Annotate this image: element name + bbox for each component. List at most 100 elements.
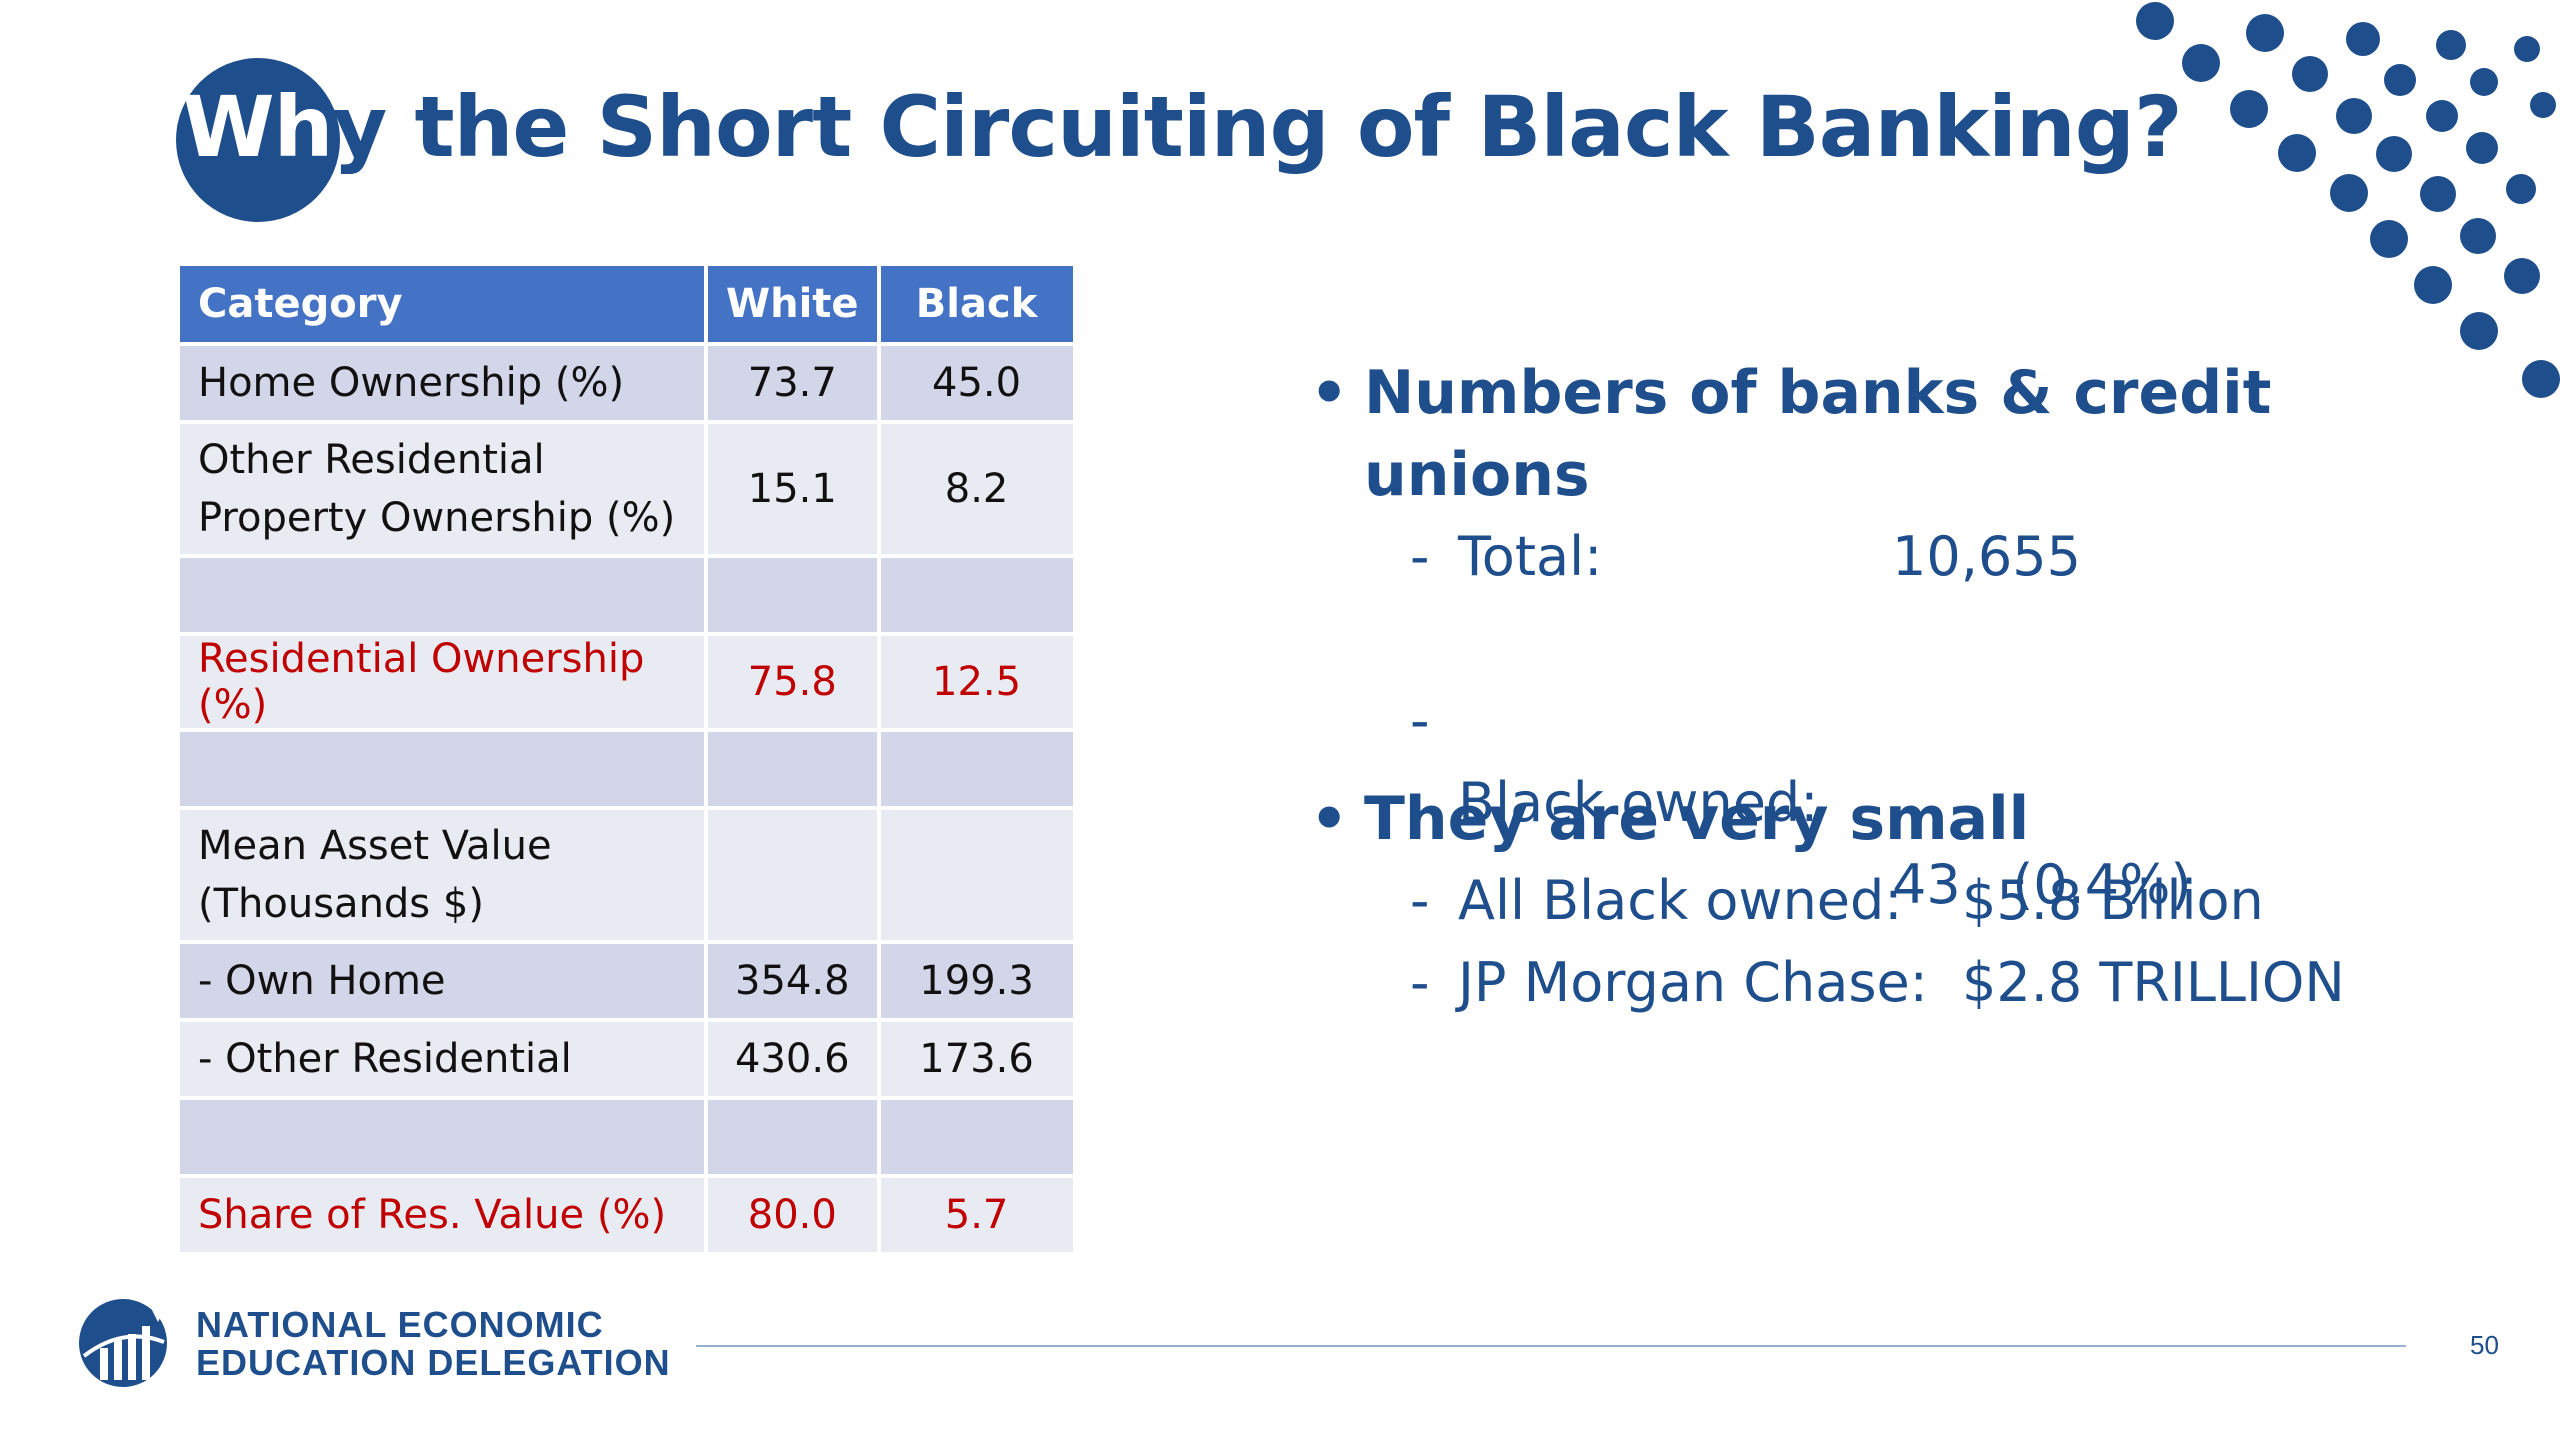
- sub-bullet-jp-morgan: - JP Morgan Chase: $2.8 TRILLION: [1310, 942, 2510, 1024]
- title-part-1: Wh: [182, 78, 333, 176]
- cell-white: 75.8: [704, 632, 881, 732]
- cell-black: 173.6: [876, 1018, 1077, 1100]
- cell-category: [176, 1096, 708, 1178]
- dot: [2470, 68, 2498, 96]
- sub-label: Black owned:: [1458, 771, 1819, 834]
- cell-category: Residential Ownership (%): [176, 632, 708, 732]
- cell-black: [876, 1096, 1077, 1178]
- dot: [2336, 98, 2372, 134]
- dot: [2514, 36, 2540, 62]
- cell-category: [176, 728, 708, 810]
- dot: [2370, 220, 2408, 258]
- bullet-marker: •: [1310, 784, 1349, 854]
- need-globe-chart-icon: [79, 1299, 167, 1387]
- dot: [2436, 30, 2466, 60]
- cell-black: [876, 728, 1077, 810]
- sub-bullet-black-owned: - Black owned: 43 (0.4%): [1310, 598, 2510, 916]
- bullet-list: • Numbers of banks & credit unions - Tot…: [1310, 352, 2510, 1024]
- table-row-empty: [176, 554, 1077, 636]
- dot: [2414, 266, 2452, 304]
- header-white: White: [704, 262, 881, 346]
- sub-dash: -: [1410, 525, 1430, 588]
- dot: [2376, 136, 2412, 172]
- dot: [2426, 100, 2458, 132]
- dot: [2230, 90, 2268, 128]
- bullet-text-line1: Numbers of banks & credit: [1364, 358, 2272, 428]
- dot: [2330, 174, 2368, 212]
- sub-label: Total:: [1458, 525, 1603, 588]
- bullet-marker: •: [1310, 358, 1349, 428]
- sub-dash: -: [1410, 869, 1430, 932]
- org-name-line2: EDUCATION DELEGATION: [196, 1342, 671, 1383]
- cell-white: [704, 728, 881, 810]
- bullet-text-line2: unions: [1364, 440, 1590, 510]
- footer-divider: [696, 1345, 2406, 1347]
- dot: [2530, 92, 2556, 118]
- bullet-text-line1: They are very small: [1364, 784, 2030, 854]
- cell-white: 73.7: [704, 342, 881, 424]
- dot: [2246, 14, 2284, 52]
- dot: [2384, 64, 2416, 96]
- cell-black: 199.3: [876, 940, 1077, 1022]
- cell-white: 430.6: [704, 1018, 881, 1100]
- cell-white: [704, 806, 881, 944]
- sub-value: $5.8 Billion: [1962, 869, 2264, 932]
- sub-bullet-total: - Total: 10,655: [1310, 516, 2510, 598]
- table-row: - Own Home 354.8 199.3: [176, 940, 1077, 1022]
- cell-black: 5.7: [876, 1174, 1077, 1256]
- cell-black: 8.2: [876, 420, 1077, 558]
- dot: [2278, 134, 2316, 172]
- cell-white: 354.8: [704, 940, 881, 1022]
- bullet-very-small: • They are very small: [1310, 778, 2510, 860]
- cell-category: - Own Home: [176, 940, 708, 1022]
- header-black: Black: [876, 262, 1077, 346]
- sub-value: 10,655: [1892, 525, 2081, 588]
- cell-category: - Other Residential: [176, 1018, 708, 1100]
- cell-category: Home Ownership (%): [176, 342, 708, 424]
- table-row: Other Residential Property Ownership (%)…: [176, 420, 1077, 558]
- cell-black: [876, 554, 1077, 636]
- dot: [2522, 360, 2560, 398]
- cell-white: 15.1: [704, 420, 881, 558]
- sub-bullet-all-black-owned: - All Black owned: $5.8 Billion: [1310, 860, 2510, 942]
- table-row: Home Ownership (%) 73.7 45.0: [176, 342, 1077, 424]
- cell-category: [176, 554, 708, 636]
- cell-white: [704, 1096, 881, 1178]
- dot: [2182, 44, 2220, 82]
- sub-value: 43 (0.4%): [1892, 853, 2192, 916]
- dot: [2504, 258, 2540, 294]
- dot: [2460, 218, 2496, 254]
- cell-black: 12.5: [876, 632, 1077, 732]
- table-row: - Other Residential 430.6 173.6: [176, 1018, 1077, 1100]
- cell-white: [704, 554, 881, 636]
- dot: [2346, 22, 2380, 56]
- dot: [2136, 2, 2174, 40]
- org-name-line1: NATIONAL ECONOMIC: [196, 1304, 604, 1345]
- dot: [2466, 132, 2498, 164]
- page-number: 50: [2470, 1330, 2499, 1360]
- table-row-highlight: Residential Ownership (%) 75.8 12.5: [176, 632, 1077, 732]
- cell-white: 80.0: [704, 1174, 881, 1256]
- org-name: NATIONAL ECONOMIC EDUCATION DELEGATION: [196, 1306, 671, 1382]
- sub-label: All Black owned:: [1458, 869, 1903, 932]
- cell-category: Share of Res. Value (%): [176, 1174, 708, 1256]
- cell-category: Other Residential Property Ownership (%): [176, 420, 708, 558]
- title-circle-decoration: [176, 58, 340, 222]
- sub-dash: -: [1410, 689, 1430, 752]
- header-category: Category: [176, 262, 708, 346]
- table-row-highlight: Share of Res. Value (%) 80.0 5.7: [176, 1174, 1077, 1256]
- dot-pattern-decoration: [2130, 0, 2560, 420]
- dot: [2292, 56, 2328, 92]
- table-row: Mean Asset Value (Thousands $): [176, 806, 1077, 944]
- dot: [2460, 312, 2498, 350]
- page-title: Why the Short Circuiting of Black Bankin…: [182, 78, 2183, 176]
- table-row-empty: [176, 1096, 1077, 1178]
- ownership-table: Category White Black Home Ownership (%) …: [176, 262, 1077, 1256]
- table-header-row: Category White Black: [176, 262, 1077, 346]
- sub-value: $2.8 TRILLION: [1962, 951, 2345, 1014]
- table-row-empty: [176, 728, 1077, 810]
- bullet-bank-numbers: • Numbers of banks & credit unions: [1310, 352, 2510, 516]
- title-part-2: y the Short Circuiting of Black Banking?: [332, 78, 2182, 176]
- dot: [2506, 174, 2536, 204]
